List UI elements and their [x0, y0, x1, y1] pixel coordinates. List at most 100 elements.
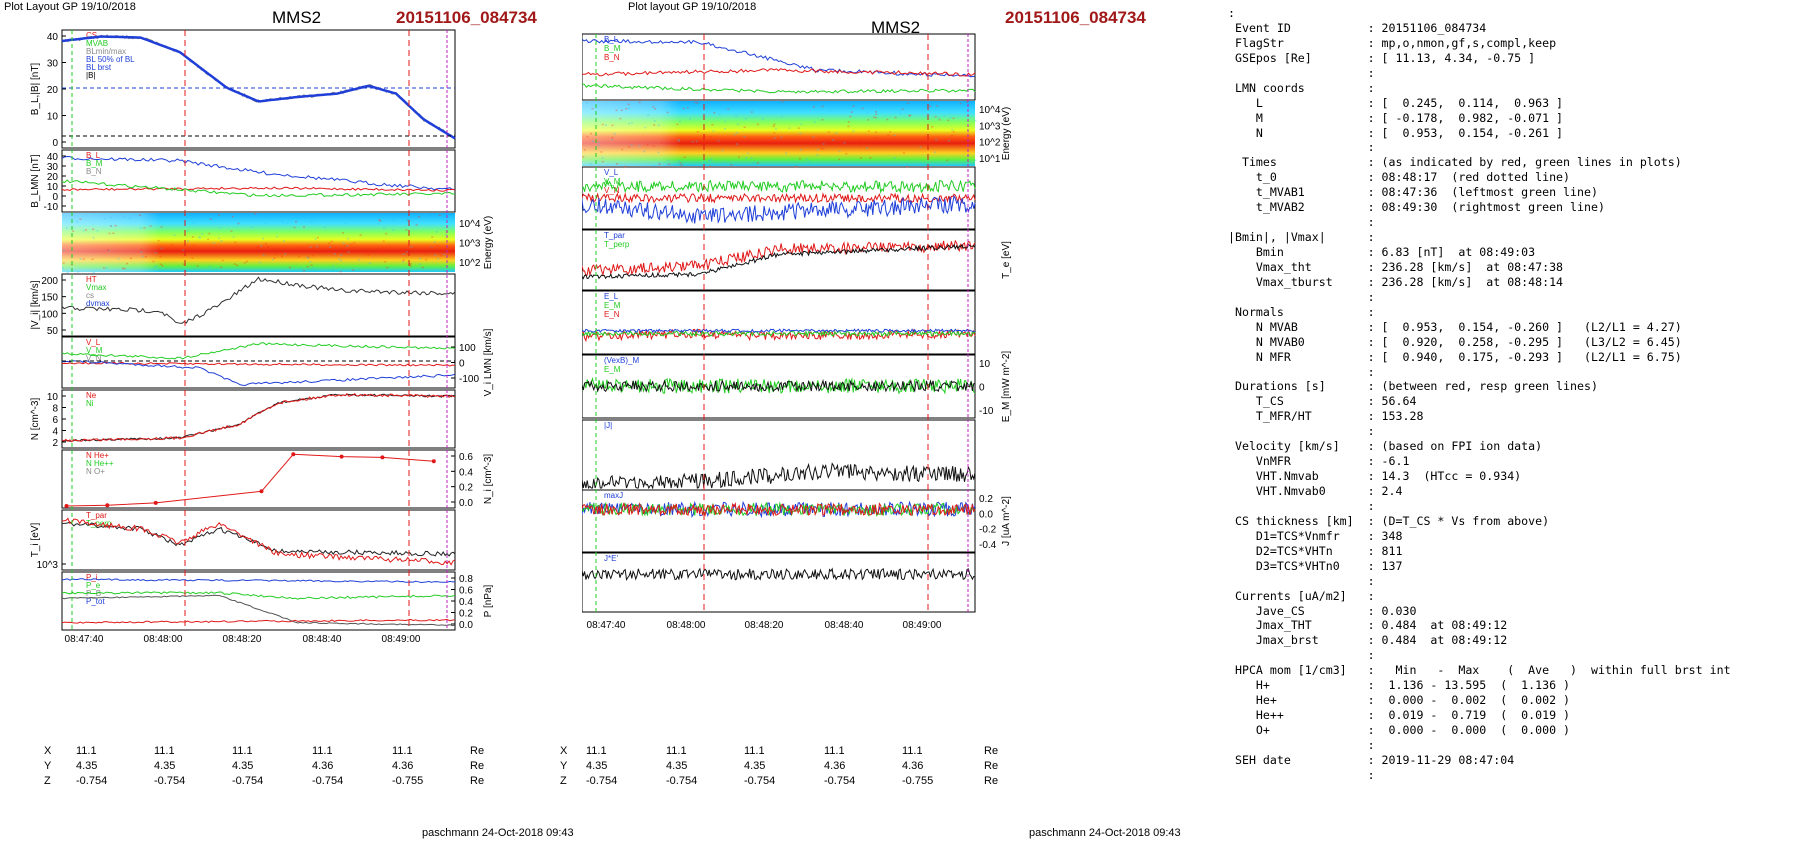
info-line: VHT.Nmvab : 14.3 (HTcc = 0.934): [1228, 469, 1522, 484]
coords-label: Y: [44, 760, 52, 772]
left-panel-4: [61, 273, 456, 337]
middle-bn-line: [582, 83, 976, 94]
middle-bl-line: [582, 38, 976, 78]
middle-ytick: 10: [979, 359, 991, 370]
info-line: :: [1228, 364, 1375, 379]
middle-time-tick: 08:48:20: [745, 620, 784, 631]
info-line: Jave_CS : 0.030: [1228, 603, 1417, 618]
info-line: :: [1228, 737, 1375, 752]
left-ylabel: Energy (eV): [483, 216, 494, 269]
middle-legend-item: |J|: [604, 421, 612, 430]
coords-value: 11.1: [232, 745, 253, 757]
middle-legend-item: B_L: [604, 35, 619, 44]
info-line: :: [1228, 648, 1375, 663]
middle-jn-line: [582, 501, 976, 517]
left-nhe-point: [153, 500, 158, 505]
coords-value: 11.1: [666, 745, 687, 757]
left-vm-line: [61, 361, 456, 367]
middle-legend-item: V_L: [604, 168, 619, 177]
left-ytick: -100: [459, 374, 479, 385]
middle-legend-item: (VexB)_M: [604, 356, 639, 365]
left-ylabel: |V_i| [km/s]: [30, 280, 41, 329]
middle-ylabel: Energy (eV): [1001, 107, 1012, 160]
info-line: Jmax_THT : 0.484 at 08:49:12: [1228, 618, 1508, 633]
left-ytick: 10^3: [37, 560, 59, 571]
left-ne-line: [61, 392, 456, 443]
coords-value: 4.35: [232, 760, 254, 772]
left-ytick: 0.6: [459, 586, 473, 597]
middle-ytick: -0.4: [979, 540, 997, 551]
left-legend-item: HT: [86, 275, 97, 284]
info-line: |Bmin|, |Vmax| :: [1228, 230, 1375, 245]
left-ytick: 10^3: [459, 239, 481, 250]
middle-footer: paschmann 24-Oct-2018 09:43: [1029, 827, 1181, 839]
left-ytick: 200: [41, 276, 58, 287]
left-footer: paschmann 24-Oct-2018 09:43: [422, 827, 574, 839]
middle-legend-item: V_N: [604, 186, 620, 195]
left-bn-line: [61, 179, 455, 198]
left-ytick: 10: [47, 182, 59, 193]
middle-ytick: 0: [979, 383, 985, 394]
left-legend-item: N He++: [86, 459, 114, 468]
left-ytick: 0: [52, 192, 58, 203]
middle-spacecraft-label: MMS2: [871, 18, 921, 37]
left-time-tick: 08:48:20: [223, 634, 262, 645]
middle-em-line: [582, 329, 976, 338]
left-legend-item: P_tot: [86, 597, 105, 606]
left-ytick: 8: [52, 404, 58, 415]
coords-value: -0.754: [312, 775, 344, 787]
middle-legend-item: E_M: [604, 365, 621, 374]
left-vn-line: [62, 360, 456, 387]
left-ytick: 0.0: [459, 498, 473, 509]
left-legend-item: V_M: [86, 346, 103, 355]
left-nhe-point: [259, 489, 264, 494]
left-ytick: 0.2: [459, 483, 473, 494]
middle-jl-line: [582, 500, 976, 519]
middle-legend-item: B_M: [604, 44, 621, 53]
left-legend-item: B_M: [86, 159, 103, 168]
left-ytick: 10: [47, 112, 59, 123]
coords-value: 11.1: [154, 745, 175, 757]
middle-time-tick: 08:49:00: [903, 620, 942, 631]
middle-ven-line: [582, 194, 976, 224]
left-vl-line: [61, 342, 456, 360]
coords-value: 11.1: [586, 745, 607, 757]
left-ytick: 0: [52, 138, 58, 149]
left-legend-item: B_N: [86, 167, 102, 176]
info-line: He+ : 0.000 - 0.002 ( 0.002 ): [1228, 693, 1571, 708]
middle-em2-line: [582, 376, 976, 395]
info-line: :: [1228, 65, 1375, 80]
middle-en-line: [582, 328, 976, 334]
info-line: L : [ 0.245, 0.114, 0.963 ]: [1228, 95, 1564, 110]
left-legend-item: B_L: [86, 151, 101, 160]
left-bm-line: [61, 186, 456, 192]
left-ylabel: T_i [eV]: [30, 523, 41, 558]
coords-value: 11.1: [902, 745, 923, 757]
left-legend-item: Ni: [86, 399, 94, 408]
left-ytick: 10^4: [459, 219, 481, 230]
left-pe-line: [61, 618, 456, 624]
info-line: t_MVAB1 : 08:47:36 (leftmost green line): [1228, 185, 1598, 200]
left-ytick: 100: [41, 309, 58, 320]
info-line: t_0 : 08:48:17 (red dotted line): [1228, 170, 1571, 185]
left-panel-7: [61, 449, 456, 509]
left-legend-item: Vmax: [86, 283, 106, 292]
info-line: :: [1228, 573, 1375, 588]
middle-vexb-line: [582, 378, 976, 393]
left-time-tick: 08:47:40: [65, 634, 104, 645]
middle-legend-item: E_N: [604, 310, 620, 319]
middle-panel-5: [582, 290, 976, 355]
left-time-tick: 08:49:00: [382, 634, 421, 645]
middle-panel-4: [582, 229, 976, 291]
info-line: :: [1228, 6, 1235, 20]
left-legend-item: cs: [86, 291, 94, 300]
coords-value: 4.35: [76, 760, 98, 772]
middle-legend-item: T_perp: [604, 240, 630, 249]
coords-value: 11.1: [744, 745, 765, 757]
left-ytick: 2: [52, 438, 58, 449]
info-line: :: [1228, 215, 1375, 230]
info-line: Vmax_tburst : 236.28 [km/s] at 08:48:14: [1228, 274, 1564, 289]
middle-ytick: 10^2: [979, 138, 1001, 149]
middle-legend-item: V_M: [604, 177, 621, 186]
